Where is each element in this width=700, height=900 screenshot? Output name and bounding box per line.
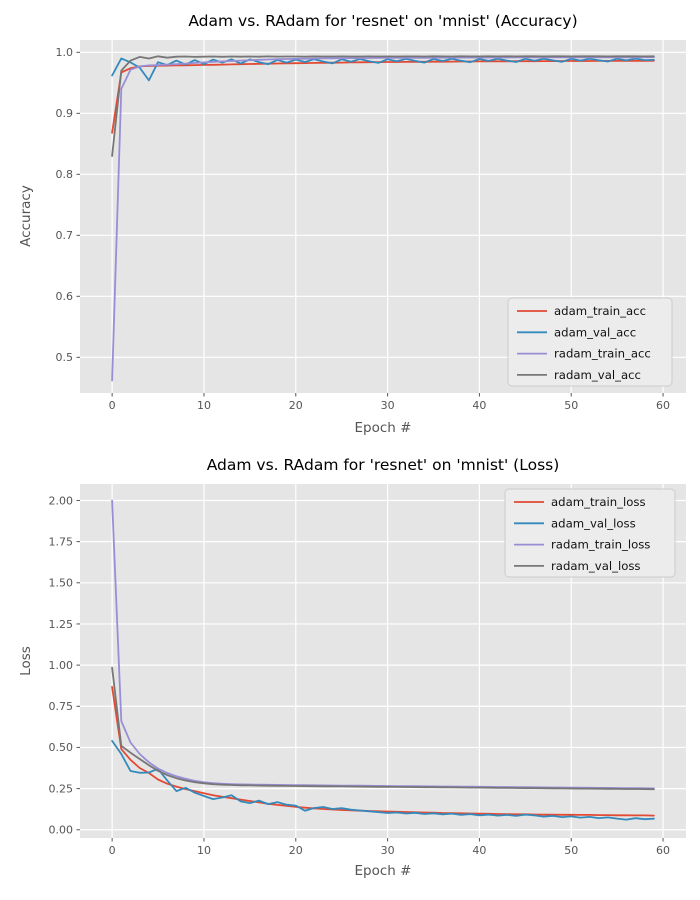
y-tick-label: 0.75 [49, 700, 74, 713]
y-tick-label: 0.50 [49, 741, 74, 754]
legend-label: radam_val_acc [554, 368, 641, 382]
x-tick-label: 50 [564, 399, 578, 412]
y-tick-label: 1.25 [49, 618, 74, 631]
x-tick-label: 20 [289, 844, 303, 857]
accuracy-chart-title: Adam vs. RAdam for 'resnet' on 'mnist' (… [188, 12, 578, 30]
x-tick-label: 10 [197, 399, 211, 412]
series-line-adam_val_acc [111, 57, 655, 82]
x-tick-label: 60 [656, 399, 670, 412]
legend-label: adam_val_loss [551, 516, 636, 530]
series-line-radam_val_loss [111, 666, 655, 791]
y-tick-label: 1.00 [49, 659, 74, 672]
legend-label: radam_train_loss [551, 538, 650, 552]
x-tick-label: 30 [381, 844, 395, 857]
loss-y-axis-label: Loss [18, 646, 34, 676]
legend-box [504, 488, 676, 578]
y-tick-label: 0.8 [56, 168, 74, 181]
loss-x-axis-label: Epoch # [354, 863, 412, 879]
legend-label: adam_val_acc [554, 325, 636, 339]
series-line-adam_train_loss [111, 685, 655, 817]
legend-label: radam_val_loss [551, 559, 641, 573]
y-tick-label: 0.9 [56, 107, 74, 120]
y-tick-label: 1.0 [56, 46, 74, 59]
legend-label: adam_train_acc [554, 304, 646, 318]
y-tick-label: 0.6 [56, 290, 74, 303]
legend-box [507, 297, 673, 387]
x-tick-label: 20 [289, 399, 303, 412]
accuracy-x-axis-label: Epoch # [354, 420, 412, 436]
y-tick-label: 2.00 [49, 494, 74, 507]
y-tick-label: 0.25 [49, 782, 74, 795]
x-tick-label: 0 [109, 844, 116, 857]
x-tick-label: 10 [197, 844, 211, 857]
x-tick-label: 40 [472, 399, 486, 412]
y-tick-label: 0.5 [56, 351, 74, 364]
loss-chart: 0 10 20 30 40 50 60 0.00 0.25 0.50 0.75 1.00 1.25 1.5… [0, 450, 700, 900]
legend-label: radam_train_acc [554, 347, 651, 361]
x-tick-label: 50 [564, 844, 578, 857]
x-tick-label: 30 [381, 399, 395, 412]
y-tick-label: 0.7 [56, 229, 74, 242]
series-line-radam_val_acc [111, 55, 655, 157]
series-line-adam_val_loss [111, 739, 655, 821]
accuracy-y-axis-label: Accuracy [18, 185, 34, 247]
y-tick-label: 1.75 [49, 535, 74, 548]
x-tick-label: 0 [109, 399, 116, 412]
y-tick-label: 0.00 [49, 824, 74, 837]
y-tick-label: 1.50 [49, 577, 74, 590]
loss-plot-svg: 0 10 20 30 40 50 60 0.00 0.25 0.50 0.75 1.00 1.25 1.5… [49, 484, 686, 857]
legend-label: adam_train_loss [551, 495, 646, 509]
x-tick-label: 40 [472, 844, 486, 857]
x-tick-label: 60 [656, 844, 670, 857]
accuracy-chart: 0 10 20 30 40 50 60 0.5 0.6 0.7 0.8 0.9 1.0 adam_trai… [18, 12, 686, 436]
loss-chart-title: Adam vs. RAdam for 'resnet' on 'mnist' (… [206, 456, 560, 474]
accuracy-plot-svg: 0 10 20 30 40 50 60 0.5 0.6 0.7 0.8 0.9 1.0 adam_trai… [56, 40, 686, 412]
series-line-radam_train_acc [111, 56, 655, 382]
